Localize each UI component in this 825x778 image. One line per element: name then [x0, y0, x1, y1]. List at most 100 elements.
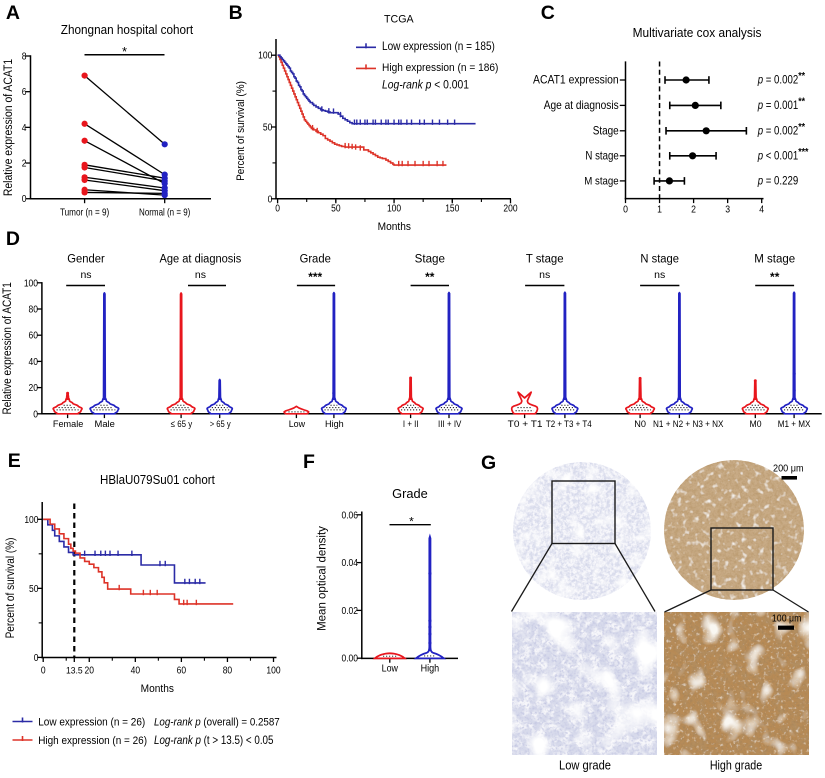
svg-text:ns: ns: [80, 269, 91, 281]
svg-text:Low: Low: [289, 419, 306, 429]
svg-text:Normal (n = 9): Normal (n = 9): [139, 207, 190, 218]
svg-text:80: 80: [223, 665, 232, 676]
svg-text:Stage: Stage: [415, 251, 446, 265]
svg-text:High expression (n = 26): High expression (n = 26): [38, 734, 147, 747]
svg-text:High grade: High grade: [710, 759, 762, 773]
svg-text:Log-rank p (t > 13.5) < 0.05: Log-rank p (t > 13.5) < 0.05: [154, 734, 274, 747]
svg-text:Grade: Grade: [300, 252, 331, 265]
svg-text:Tumor (n = 9): Tumor (n = 9): [60, 206, 109, 218]
svg-text:40: 40: [131, 665, 140, 676]
svg-text:0: 0: [623, 204, 628, 215]
svg-text:I + II: I + II: [403, 419, 419, 430]
svg-text:0: 0: [22, 194, 27, 205]
svg-text:60: 60: [177, 665, 186, 676]
svg-text:Mean optical density: Mean optical density: [317, 526, 329, 631]
svg-text:ns: ns: [195, 269, 206, 281]
svg-text:F: F: [303, 451, 315, 473]
svg-text:100: 100: [24, 278, 38, 289]
svg-text:Log-rank p (overall) = 0.2587: Log-rank p (overall) = 0.2587: [154, 716, 280, 729]
svg-text:Relative expression of ACAT1: Relative expression of ACAT1: [1, 282, 14, 414]
svg-text:200 μm: 200 μm: [773, 463, 804, 475]
svg-text:20: 20: [85, 665, 94, 676]
svg-text:Age at diagnosis: Age at diagnosis: [544, 99, 619, 112]
svg-text:T2 + T3 + T4: T2 + T3 + T4: [546, 419, 592, 430]
svg-text:Low grade: Low grade: [559, 758, 611, 773]
svg-text:TCGA: TCGA: [384, 13, 414, 25]
svg-text:4: 4: [759, 204, 764, 215]
svg-text:D: D: [6, 228, 20, 250]
svg-text:0.06: 0.06: [341, 510, 358, 521]
svg-text:Percent of survival (%): Percent of survival (%): [4, 538, 17, 639]
svg-text:1: 1: [657, 204, 662, 215]
svg-text:Percent of survival (%): Percent of survival (%): [234, 81, 247, 181]
svg-text:Female: Female: [53, 419, 83, 429]
svg-text:Low: Low: [382, 663, 399, 675]
svg-text:Grade: Grade: [392, 487, 428, 501]
svg-text:2: 2: [22, 158, 27, 169]
svg-text:M stage: M stage: [754, 252, 795, 265]
svg-text:0: 0: [34, 652, 39, 663]
svg-text:**: **: [770, 270, 780, 284]
svg-text:M1 + MX: M1 + MX: [778, 419, 811, 430]
svg-text:M stage: M stage: [584, 175, 619, 188]
svg-text:6: 6: [22, 87, 27, 98]
svg-text:≤ 65 y: ≤ 65 y: [171, 419, 193, 430]
svg-text:N stage: N stage: [640, 252, 679, 265]
svg-text:100: 100: [24, 514, 38, 525]
svg-text:N1 + N2 + N3 + NX: N1 + N2 + N3 + NX: [653, 419, 724, 430]
svg-text:HBlaU079Su01 cohort: HBlaU079Su01 cohort: [100, 473, 215, 488]
svg-text:B: B: [229, 2, 243, 24]
svg-text:Low expression (n = 26): Low expression (n = 26): [38, 716, 145, 729]
svg-text:III + IV: III + IV: [438, 419, 462, 430]
svg-text:High expression (n = 186): High expression (n = 186): [382, 61, 498, 74]
svg-text:2: 2: [691, 204, 696, 215]
svg-text:Male: Male: [95, 419, 115, 430]
svg-text:ns: ns: [654, 269, 665, 281]
svg-text:100: 100: [387, 203, 401, 214]
svg-text:40: 40: [29, 356, 38, 367]
svg-text:Months: Months: [141, 682, 175, 695]
svg-text:8: 8: [22, 51, 27, 62]
svg-text:60: 60: [29, 330, 38, 341]
svg-text:50: 50: [29, 583, 38, 594]
svg-text:p = 0.001**: p = 0.001**: [757, 96, 805, 112]
svg-text:High: High: [421, 663, 440, 675]
svg-text:Gender: Gender: [67, 252, 105, 265]
svg-text:M0: M0: [750, 419, 762, 429]
svg-text:100 μm: 100 μm: [772, 613, 801, 625]
svg-text:0.00: 0.00: [341, 653, 358, 664]
svg-text:G: G: [481, 452, 496, 474]
svg-text:ns: ns: [539, 269, 550, 281]
svg-text:0.02: 0.02: [341, 605, 358, 616]
svg-text:20: 20: [29, 382, 38, 393]
svg-text:0: 0: [268, 194, 273, 205]
svg-text:100: 100: [266, 665, 280, 676]
svg-text:Age at diagnosis: Age at diagnosis: [160, 253, 242, 265]
svg-text:*: *: [122, 44, 127, 59]
svg-text:ACAT1 expression: ACAT1 expression: [533, 74, 619, 87]
svg-text:13.5: 13.5: [66, 665, 83, 676]
svg-text:Log-rank p < 0.001: Log-rank p < 0.001: [382, 79, 469, 92]
svg-text:3: 3: [725, 204, 730, 215]
svg-text:Zhongnan hospital cohort: Zhongnan hospital cohort: [61, 22, 194, 37]
svg-text:p = 0.002**: p = 0.002**: [757, 70, 805, 86]
svg-text:E: E: [8, 450, 21, 472]
svg-text:Multivariate cox analysis: Multivariate cox analysis: [633, 26, 762, 40]
svg-text:p < 0.001***: p < 0.001***: [757, 146, 809, 162]
svg-text:0.04: 0.04: [341, 557, 358, 568]
svg-text:> 65 y: > 65 y: [210, 418, 232, 429]
svg-text:***: ***: [308, 270, 322, 284]
svg-text:N stage: N stage: [585, 150, 618, 163]
svg-text:0: 0: [41, 665, 46, 676]
svg-text:Months: Months: [378, 220, 412, 233]
svg-text:N0: N0: [634, 419, 646, 429]
svg-text:50: 50: [331, 203, 340, 214]
svg-text:p = 0.002**: p = 0.002**: [757, 121, 805, 137]
svg-text:0: 0: [33, 409, 38, 420]
svg-text:Relative expression of ACAT1: Relative expression of ACAT1: [2, 59, 15, 196]
svg-text:p = 0.229: p = 0.229: [757, 175, 798, 188]
svg-text:*: *: [409, 515, 414, 529]
svg-text:80: 80: [29, 304, 38, 315]
svg-text:Low expression (n = 185): Low expression (n = 185): [382, 40, 495, 53]
svg-text:100: 100: [258, 50, 272, 61]
